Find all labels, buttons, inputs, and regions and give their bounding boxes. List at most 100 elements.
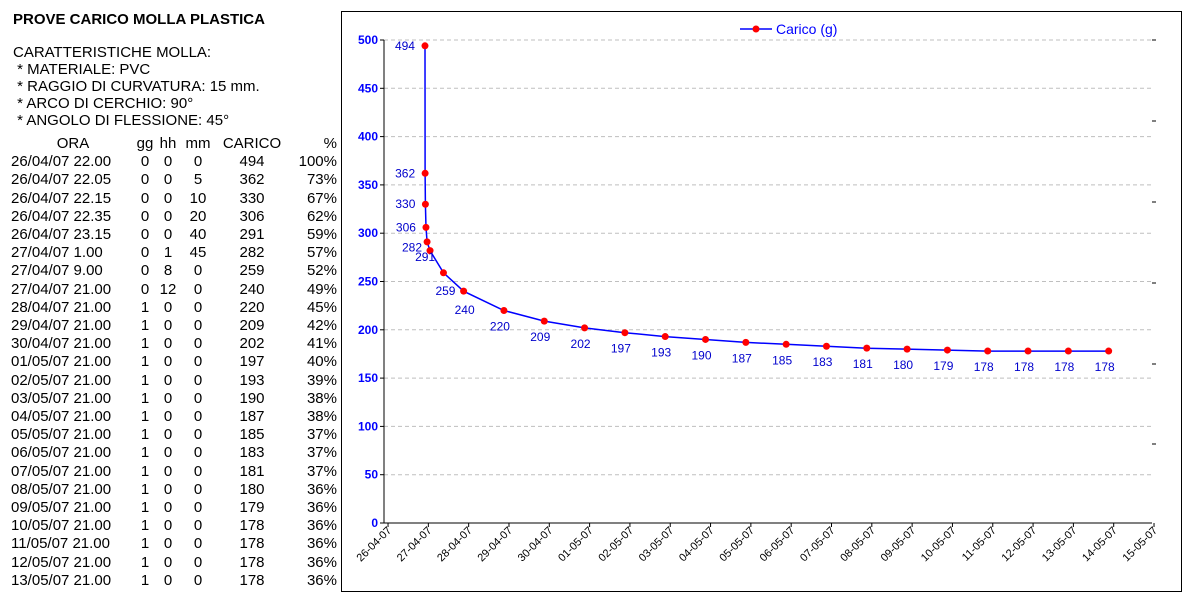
cell-ora: 30/04/07 21.00 [11, 335, 112, 353]
table-row: 10/05/07 21.00 1 0 0 178 36% [11, 517, 337, 535]
cell-mm: 0 [193, 408, 203, 426]
cell-gg: 1 [140, 499, 150, 517]
data-label: 240 [455, 303, 475, 317]
data-label: 183 [812, 355, 832, 369]
cell-ora: 26/04/07 23.15 [11, 226, 112, 244]
cell-gg: 0 [140, 171, 150, 189]
cell-mm: 45 [189, 244, 207, 262]
data-label: 362 [395, 166, 415, 180]
data-label: 187 [732, 351, 752, 365]
data-point [581, 324, 589, 332]
header-mm: mm [185, 135, 211, 152]
table-row: 01/05/07 21.00 1 0 0 197 40% [11, 353, 337, 371]
cell-mm: 0 [193, 444, 203, 462]
cell-hh: 0 [163, 571, 173, 589]
cell-percent: 45% [306, 298, 337, 316]
data-point [500, 306, 508, 314]
cell-mm: 0 [193, 517, 203, 535]
cell-carico: 197 [239, 353, 265, 371]
cell-hh: 0 [163, 426, 173, 444]
data-label: 306 [396, 220, 416, 234]
data-label: 291 [415, 250, 435, 264]
data-point [1024, 347, 1032, 355]
cell-hh: 0 [163, 553, 173, 571]
cell-carico: 187 [239, 408, 265, 426]
cell-gg: 0 [140, 207, 150, 225]
cell-carico: 185 [239, 426, 265, 444]
x-tick-label: 05-05-07 [717, 525, 757, 565]
cell-hh: 0 [163, 353, 173, 371]
cell-percent: 41% [306, 335, 337, 353]
x-tick-label: 28-04-07 [435, 525, 475, 565]
cell-ora: 27/04/07 1.00 [11, 244, 103, 262]
cell-ora: 11/05/07 21.00 [11, 535, 110, 553]
header-hh: hh [159, 135, 177, 152]
data-label: 220 [490, 319, 510, 333]
table-row: 02/05/07 21.00 1 0 0 193 39% [11, 372, 337, 390]
chart-frame: Carico (g) 0 50 100 150 200 250 300 350 400 450 50… [341, 11, 1182, 592]
cell-carico: 178 [239, 535, 265, 553]
y-tick-label: 0 [371, 516, 378, 530]
cell-percent: 42% [306, 317, 337, 335]
cell-carico: 179 [239, 499, 265, 517]
cell-percent: 36% [306, 571, 337, 589]
cell-carico: 193 [239, 371, 265, 389]
cell-carico: 306 [239, 207, 265, 225]
cell-hh: 0 [163, 207, 173, 225]
data-point [943, 346, 951, 354]
cell-gg: 1 [140, 408, 150, 426]
cell-mm: 0 [193, 499, 203, 517]
cell-hh: 0 [163, 298, 173, 316]
cell-mm: 10 [189, 189, 207, 207]
cell-percent: 59% [306, 226, 337, 244]
cell-percent: 57% [306, 244, 337, 262]
cell-hh: 0 [163, 499, 173, 517]
cell-mm: 0 [193, 535, 203, 553]
cell-mm: 0 [193, 462, 203, 480]
data-point [540, 317, 548, 325]
cell-percent: 37% [306, 444, 337, 462]
cell-carico: 178 [239, 571, 265, 589]
cell-hh: 0 [163, 317, 173, 335]
cell-ora: 26/04/07 22.05 [11, 171, 112, 189]
cell-percent: 100% [298, 153, 337, 171]
cell-carico: 178 [239, 553, 265, 571]
cell-carico: 181 [239, 462, 265, 480]
cell-percent: 37% [306, 426, 337, 444]
cell-carico: 183 [239, 444, 265, 462]
cell-mm: 0 [193, 371, 203, 389]
cell-gg: 1 [140, 298, 150, 316]
page-title: PROVE CARICO MOLLA PLASTICA [13, 11, 265, 28]
data-label: 181 [853, 357, 873, 371]
cell-carico: 282 [239, 244, 265, 262]
data-label: 178 [1054, 360, 1074, 374]
y-tick-label: 350 [358, 178, 378, 192]
chart: Carico (g) 0 50 100 150 200 250 300 350 400 450 50… [355, 21, 1161, 565]
data-point [439, 269, 447, 277]
legend-marker [752, 25, 760, 33]
y-tick-label: 450 [358, 81, 378, 95]
table-row: 26/04/07 22.15 0 0 10 330 67% [11, 190, 337, 208]
data-point [421, 42, 429, 50]
table-row: 07/05/07 21.00 1 0 0 181 37% [11, 463, 337, 481]
cell-gg: 1 [140, 426, 150, 444]
cell-mm: 0 [193, 262, 203, 280]
cell-carico: 259 [239, 262, 265, 280]
x-tick-label: 03-05-07 [637, 525, 677, 565]
x-tick-label: 30-04-07 [516, 525, 556, 565]
cell-gg: 1 [140, 335, 150, 353]
cell-ora: 12/05/07 21.00 [11, 553, 112, 571]
cell-gg: 1 [140, 517, 150, 535]
data-point [621, 329, 629, 337]
table-row: 26/04/07 23.15 0 0 40 291 59% [11, 226, 337, 244]
data-label: 209 [530, 330, 550, 344]
cell-percent: 67% [306, 189, 337, 207]
header-carico: CARICO [222, 135, 282, 152]
cell-ora: 13/05/07 21.00 [11, 571, 112, 589]
table-row: 27/04/07 9.00 0 8 0 259 52% [11, 262, 337, 280]
cell-gg: 0 [140, 262, 150, 280]
cell-gg: 1 [140, 553, 150, 571]
table-row: 27/04/07 1.00 0 1 45 282 57% [11, 244, 337, 262]
cell-carico: 180 [239, 480, 265, 498]
cell-ora: 04/05/07 21.00 [11, 408, 112, 426]
